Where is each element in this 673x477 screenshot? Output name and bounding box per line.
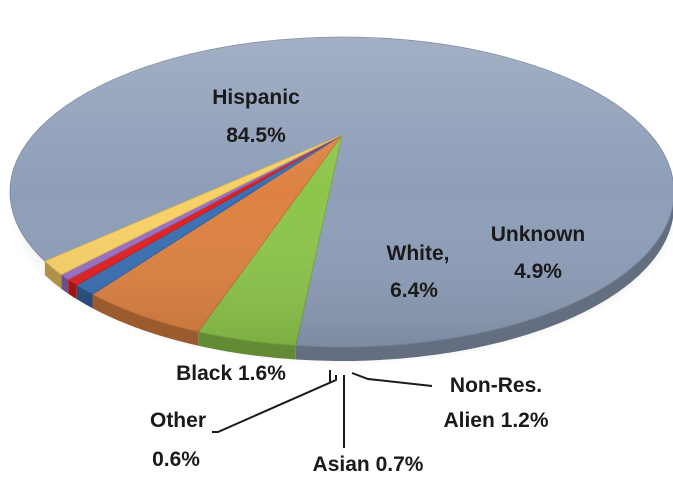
label-black: Black 1.6% xyxy=(176,362,286,385)
pie-highlight xyxy=(10,37,673,347)
pie-side-unknown xyxy=(198,331,296,360)
leader-line-nonres xyxy=(351,372,433,387)
label-unknown-pct: 4.9% xyxy=(514,260,562,283)
label-nonres-line2: Alien 1.2% xyxy=(443,409,548,432)
leader-line-other xyxy=(212,375,337,433)
label-other-name: Other xyxy=(150,409,206,432)
label-unknown-name: Unknown xyxy=(491,223,586,246)
pie-slices xyxy=(9,36,673,361)
label-nonres-line1: Non-Res. xyxy=(450,374,542,397)
pie-side-asian xyxy=(68,279,77,300)
label-hispanic-pct: 84.5% xyxy=(226,124,286,147)
label-white-pct: 6.4% xyxy=(390,279,438,302)
label-other-pct: 0.6% xyxy=(152,448,200,471)
label-asian: Asian 0.7% xyxy=(313,453,424,476)
label-hispanic-name: Hispanic xyxy=(212,86,300,109)
pie-side-non-res-alien xyxy=(76,285,93,309)
pie-side-other xyxy=(61,274,69,294)
label-white-name: White, xyxy=(387,242,450,265)
pie-side-black xyxy=(44,261,62,289)
